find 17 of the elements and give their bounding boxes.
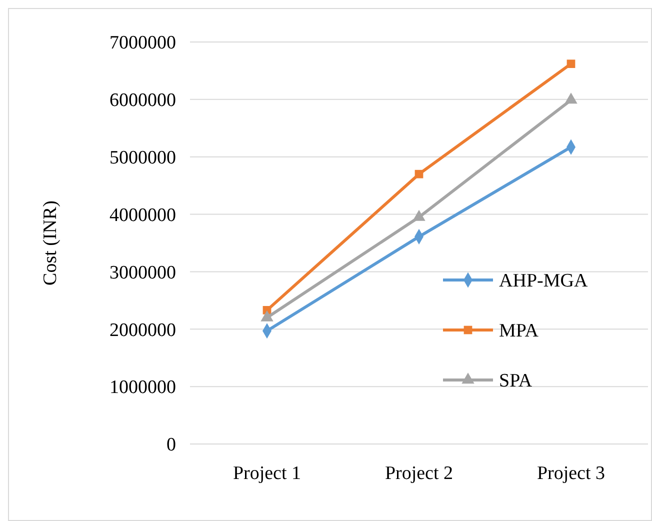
y-tick-label: 5000000 [110,148,176,169]
legend-label: AHP-MGA [499,270,588,292]
legend-label: SPA [499,370,532,392]
y-tick-label: 4000000 [110,204,176,226]
y-tick-label: 0 [166,434,176,456]
y-tick-label: 2000000 [110,320,176,341]
y-axis-title: Cost (INR) [40,200,61,286]
x-tick-label: Project 2 [384,463,454,484]
y-tick-label: 7000000 [110,32,176,54]
point [414,170,424,178]
y-tick-label: 3000000 [110,262,176,284]
point [566,60,576,68]
legend-label: MPA [499,320,539,342]
y-tick-label: 6000000 [110,90,176,112]
x-tick-label: Project 3 [536,463,606,484]
y-tick-label: 1000000 [110,377,176,398]
x-tick-label: Project 1 [232,463,302,484]
